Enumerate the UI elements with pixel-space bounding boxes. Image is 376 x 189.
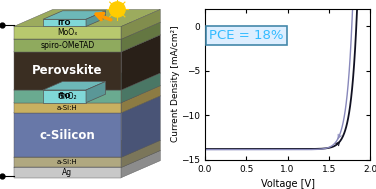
Polygon shape (43, 11, 106, 19)
Polygon shape (14, 22, 160, 39)
Polygon shape (14, 150, 160, 167)
Text: Perovskite: Perovskite (32, 64, 103, 77)
Polygon shape (121, 96, 160, 157)
Circle shape (109, 2, 125, 17)
Polygon shape (43, 81, 106, 90)
Text: SnO₂: SnO₂ (58, 92, 77, 101)
Polygon shape (14, 167, 121, 178)
Polygon shape (14, 157, 121, 167)
Text: c-Silicon: c-Silicon (39, 129, 96, 142)
Polygon shape (14, 35, 160, 52)
Text: PCE = 18%: PCE = 18% (209, 29, 284, 42)
Text: a-Si:H: a-Si:H (57, 105, 78, 111)
Text: ITO: ITO (58, 93, 71, 99)
Polygon shape (121, 150, 160, 178)
Polygon shape (14, 26, 121, 39)
Polygon shape (14, 96, 160, 113)
Polygon shape (14, 52, 121, 90)
Polygon shape (121, 73, 160, 103)
Polygon shape (14, 39, 121, 52)
Text: Ag: Ag (62, 168, 73, 177)
Polygon shape (14, 9, 160, 26)
Polygon shape (86, 81, 106, 103)
Text: MoOₓ: MoOₓ (57, 28, 78, 37)
Polygon shape (121, 9, 160, 39)
Polygon shape (14, 73, 160, 90)
Polygon shape (43, 19, 86, 26)
Polygon shape (121, 35, 160, 90)
Text: spiro-OMeTAD: spiro-OMeTAD (40, 41, 95, 50)
Polygon shape (14, 86, 160, 103)
Y-axis label: Current Density [mA/cm²]: Current Density [mA/cm²] (171, 26, 180, 143)
Text: ITO: ITO (58, 20, 71, 26)
Polygon shape (121, 140, 160, 167)
Polygon shape (43, 90, 86, 103)
Polygon shape (14, 90, 121, 103)
X-axis label: Voltage [V]: Voltage [V] (261, 179, 315, 189)
Polygon shape (14, 113, 121, 157)
Polygon shape (86, 11, 106, 26)
Polygon shape (14, 140, 160, 157)
Polygon shape (14, 103, 121, 113)
Text: a-Si:H: a-Si:H (57, 159, 78, 165)
Polygon shape (121, 22, 160, 52)
Polygon shape (121, 86, 160, 113)
